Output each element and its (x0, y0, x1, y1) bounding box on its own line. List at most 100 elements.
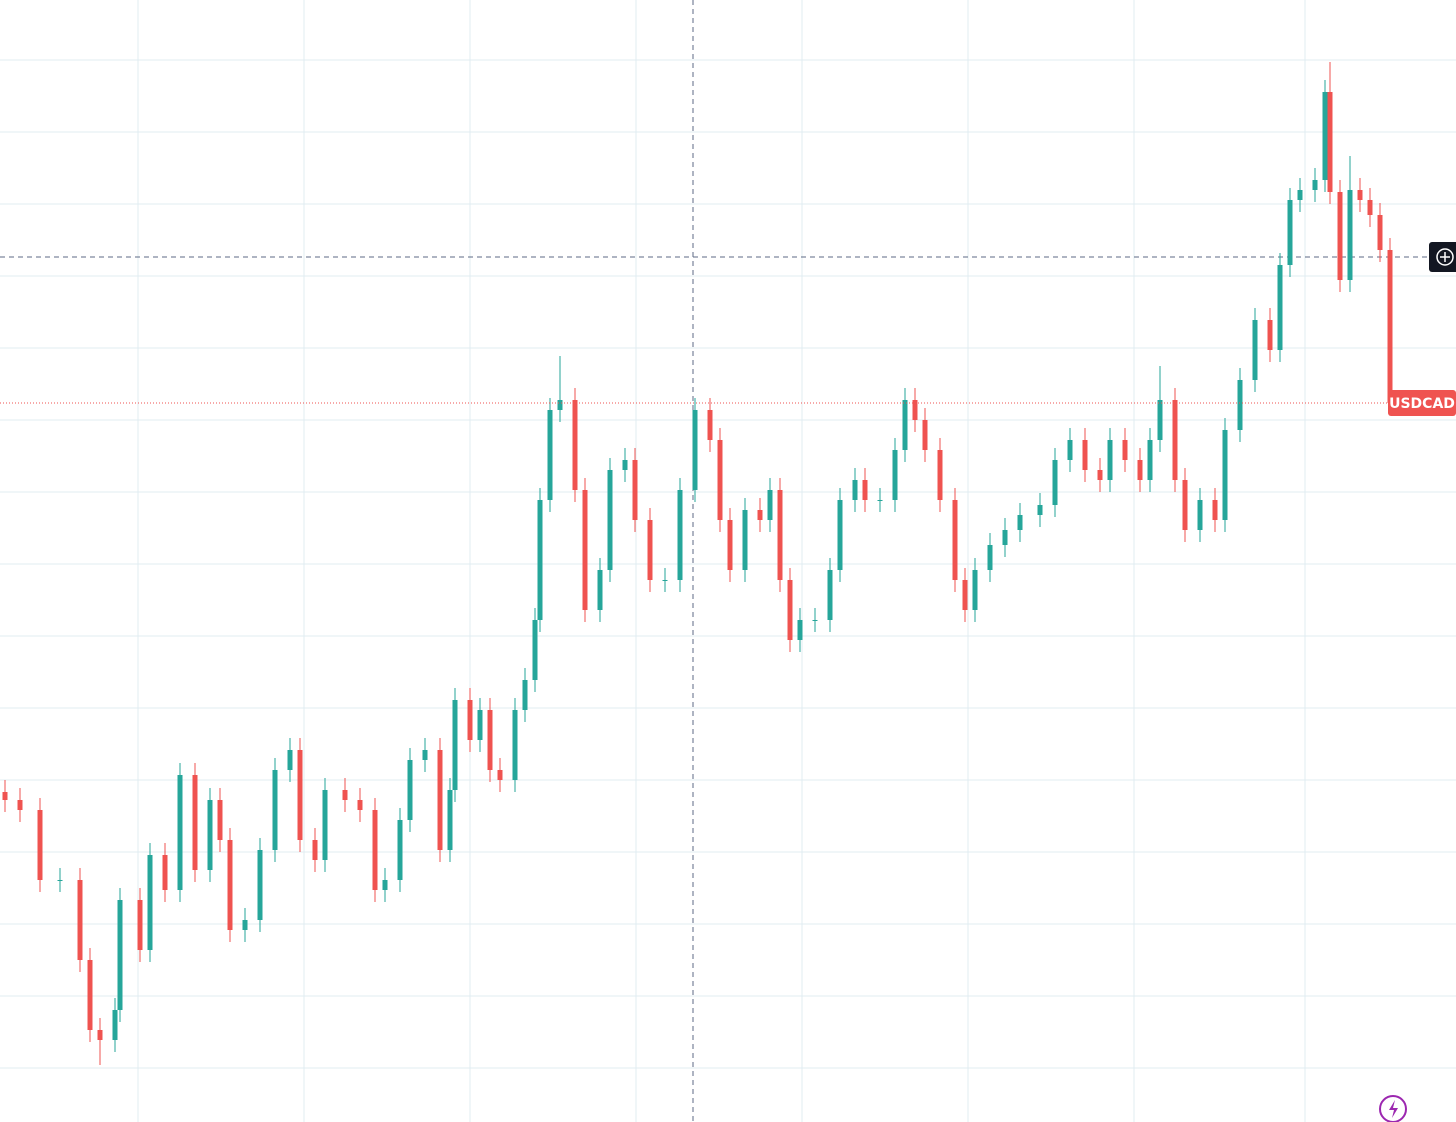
candle-body (1157, 400, 1163, 440)
candle-body (632, 460, 638, 520)
candle-body (242, 920, 248, 930)
candle-body (1172, 400, 1178, 480)
candle-body (1182, 480, 1188, 530)
candle-body (467, 700, 473, 740)
candle-body (217, 800, 223, 840)
candle-body (477, 710, 483, 740)
candle-body (177, 775, 183, 890)
candle-body (322, 790, 328, 860)
candles (2, 62, 1393, 1065)
candle-body (597, 570, 603, 610)
candle-body (1147, 440, 1153, 480)
candle-body (1052, 460, 1058, 505)
candle-body (207, 800, 213, 870)
candle-body (537, 500, 543, 620)
candle-body (1297, 190, 1303, 200)
candle-body (97, 1030, 103, 1040)
candle-body (77, 880, 83, 960)
candle-body (972, 570, 978, 610)
candle-body (727, 520, 733, 570)
candle-body (777, 490, 783, 580)
candle-body (1252, 320, 1258, 380)
candle-body (297, 750, 303, 840)
candle-body (532, 620, 538, 680)
candle-body (912, 400, 918, 420)
candle-body (922, 420, 928, 450)
candle-body (437, 750, 443, 850)
candle-body (137, 900, 143, 950)
candle-body (1387, 250, 1393, 403)
candle-body (1367, 200, 1373, 215)
candle-body (1237, 380, 1243, 430)
candle-body (1327, 92, 1333, 192)
candle-body (937, 450, 943, 500)
candle-body (862, 480, 868, 500)
candle-body (257, 850, 263, 920)
candle-body (57, 880, 63, 881)
candle-body (162, 855, 168, 890)
candle-body (447, 790, 453, 850)
candle-body (2, 792, 8, 800)
candle-body (1197, 500, 1203, 530)
candle-body (1097, 470, 1103, 480)
candle-body (1337, 192, 1343, 280)
candle-body (422, 750, 428, 760)
candle-body (757, 510, 763, 520)
candle-body (147, 855, 153, 950)
candle-body (1107, 440, 1113, 480)
candle-body (962, 580, 968, 610)
candle-body (372, 810, 378, 890)
candle-body (622, 460, 628, 470)
candle-body (192, 775, 198, 870)
symbol-label: USDCAD (1389, 396, 1455, 412)
candle-body (812, 620, 818, 621)
candle-body (407, 760, 413, 820)
candle-body (852, 480, 858, 500)
candle-body (797, 620, 803, 640)
candle-body (227, 840, 233, 930)
candle-body (692, 410, 698, 490)
candle-body (1377, 215, 1383, 250)
candle-body (742, 510, 748, 570)
candle-body (117, 900, 123, 1010)
candle-body (717, 440, 723, 520)
candle-body (1347, 190, 1353, 280)
lightning-button[interactable] (1379, 1095, 1407, 1122)
candle-body (37, 810, 43, 880)
add-icon-cross[interactable] (1440, 252, 1450, 262)
candle-body (1222, 430, 1228, 520)
candle-body (1212, 500, 1218, 520)
candle-body (522, 680, 528, 710)
candle-body (767, 490, 773, 520)
candle-body (877, 500, 883, 501)
add-button[interactable] (1429, 242, 1456, 272)
candle-body (607, 470, 613, 570)
candle-body (1017, 515, 1023, 530)
candle-body (17, 800, 23, 810)
candle-body (1267, 320, 1273, 350)
candle-body (1122, 440, 1128, 460)
candle-body (892, 450, 898, 500)
candle-body (1067, 440, 1073, 460)
candle-body (487, 710, 493, 770)
candle-body (1277, 265, 1283, 350)
candle-body (837, 500, 843, 570)
candle-body (902, 400, 908, 450)
candle-body (987, 545, 993, 570)
candle-body (112, 1010, 118, 1040)
lightning-icon[interactable] (1389, 1100, 1398, 1118)
candle-body (827, 570, 833, 620)
candle-body (547, 410, 553, 500)
candle-body (952, 500, 958, 580)
overlay: USDCAD (0, 390, 1456, 416)
candle-body (312, 840, 318, 860)
candle-body (677, 490, 683, 580)
candle-body (1002, 530, 1008, 545)
candle-body (647, 520, 653, 580)
add-icon[interactable] (1436, 248, 1454, 266)
candle-body (382, 880, 388, 890)
candle-body (787, 580, 793, 640)
candle-body (582, 490, 588, 610)
